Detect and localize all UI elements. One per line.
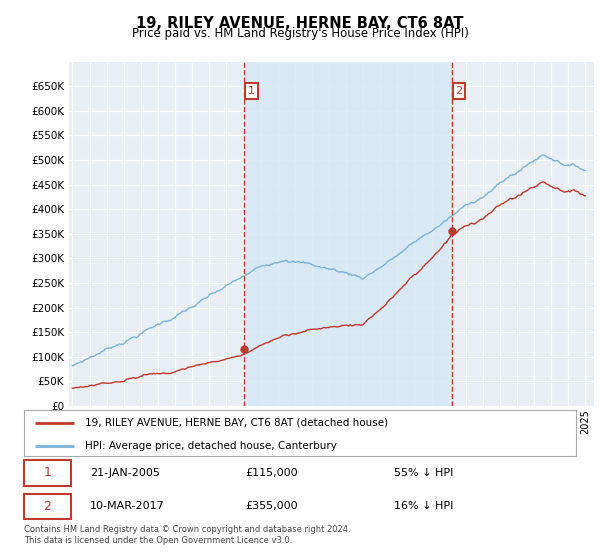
Text: 19, RILEY AVENUE, HERNE BAY, CT6 8AT (detached house): 19, RILEY AVENUE, HERNE BAY, CT6 8AT (de… (85, 418, 388, 428)
Text: Price paid vs. HM Land Registry's House Price Index (HPI): Price paid vs. HM Land Registry's House … (131, 27, 469, 40)
Text: 1: 1 (44, 466, 52, 479)
FancyBboxPatch shape (24, 460, 71, 486)
Text: 55% ↓ HPI: 55% ↓ HPI (394, 468, 453, 478)
FancyBboxPatch shape (24, 493, 71, 519)
Text: 10-MAR-2017: 10-MAR-2017 (90, 501, 165, 511)
Text: 16% ↓ HPI: 16% ↓ HPI (394, 501, 453, 511)
Text: 21-JAN-2005: 21-JAN-2005 (90, 468, 160, 478)
Text: 1: 1 (248, 86, 255, 96)
Text: 2: 2 (44, 500, 52, 513)
Text: Contains HM Land Registry data © Crown copyright and database right 2024.
This d: Contains HM Land Registry data © Crown c… (24, 525, 350, 545)
Text: £355,000: £355,000 (245, 501, 298, 511)
Bar (244, 62, 452, 406)
Text: HPI: Average price, detached house, Canterbury: HPI: Average price, detached house, Cant… (85, 441, 337, 451)
Text: £115,000: £115,000 (245, 468, 298, 478)
Text: 2: 2 (455, 86, 463, 96)
Text: 19, RILEY AVENUE, HERNE BAY, CT6 8AT: 19, RILEY AVENUE, HERNE BAY, CT6 8AT (136, 16, 464, 31)
